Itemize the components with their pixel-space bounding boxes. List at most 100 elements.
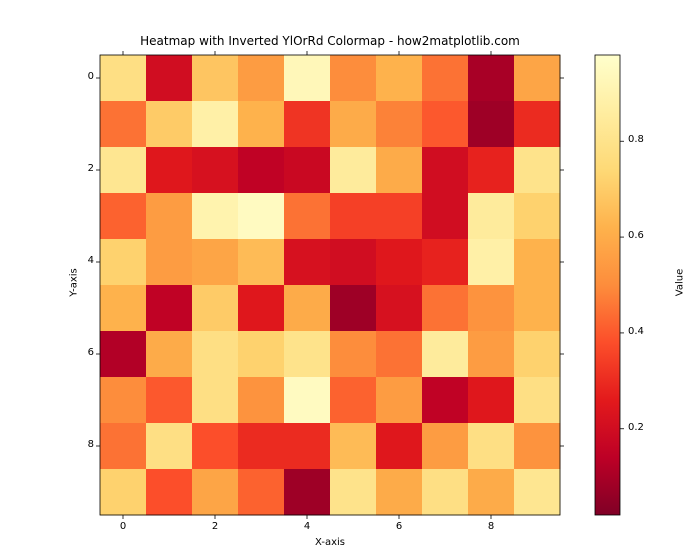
heatmap-cell [468,239,515,286]
heatmap-cell [192,55,239,102]
x-tick-label: 8 [476,521,506,532]
heatmap-cell [514,147,561,194]
heatmap-cell [100,239,147,286]
heatmap-cell [100,285,147,332]
heatmap-cell [192,423,239,470]
heatmap-cell [376,55,423,102]
x-tick-label: 0 [108,521,138,532]
heatmap-cell [192,377,239,424]
colorbar-tick-label: 0.2 [628,422,644,433]
heatmap-cell [238,239,285,286]
heatmap-cell [376,331,423,378]
heatmap-cell [330,55,377,102]
heatmap-cell [422,147,469,194]
heatmap-cell [330,423,377,470]
heatmap-cell [422,285,469,332]
heatmap-cell [100,423,147,470]
heatmap-cell [422,423,469,470]
heatmap-cell [514,239,561,286]
heatmap-cell [284,101,331,148]
heatmap-cell [514,377,561,424]
heatmap-cell [192,193,239,240]
heatmap-cell [284,331,331,378]
heatmap-cell [192,469,239,516]
x-tick-label: 2 [200,521,230,532]
heatmap-cell [376,101,423,148]
heatmap-cell [468,193,515,240]
colorbar-tick-label: 0.4 [628,326,644,337]
heatmap-cell [238,377,285,424]
heatmap-cell [376,239,423,286]
heatmap-cell [192,239,239,286]
heatmap-cell [284,193,331,240]
x-axis-label: X-axis [100,537,560,548]
heatmap-cell [238,423,285,470]
heatmap-cell [238,55,285,102]
heatmap-cell [514,331,561,378]
heatmap-cell [468,147,515,194]
heatmap-cell [376,193,423,240]
heatmap-cell [100,377,147,424]
heatmap-cell [146,147,193,194]
heatmap-cell [330,239,377,286]
heatmap-cell [376,469,423,516]
heatmap-cell [192,285,239,332]
heatmap-cell [376,285,423,332]
x-tick-label: 6 [384,521,414,532]
heatmap-cell [146,285,193,332]
heatmap-cell [238,193,285,240]
heatmap-cell [422,331,469,378]
heatmap-cell [330,469,377,516]
heatmap-cell [238,147,285,194]
x-tick-label: 4 [292,521,322,532]
heatmap-cell [468,377,515,424]
heatmap-cell [514,193,561,240]
heatmap-cell [146,331,193,378]
heatmap-cell [376,423,423,470]
heatmap-cell [146,193,193,240]
heatmap-cell [284,285,331,332]
heatmap-cell [330,193,377,240]
heatmap-cell [330,377,377,424]
heatmap-plot [90,45,570,525]
colorbar-gradient [595,55,620,515]
heatmap-cell [146,239,193,286]
heatmap-cell [100,331,147,378]
heatmap-cell [422,469,469,516]
heatmap-cell [422,193,469,240]
heatmap-cell [146,469,193,516]
heatmap-cell [238,331,285,378]
y-tick-label: 0 [76,71,94,82]
heatmap-cell [238,101,285,148]
heatmap-cell [468,285,515,332]
heatmap-cell [468,423,515,470]
heatmap-cell [146,55,193,102]
heatmap-cell [284,147,331,194]
heatmap-cell [422,377,469,424]
heatmap-cell [330,147,377,194]
heatmap-cell [468,55,515,102]
heatmap-cell [422,55,469,102]
heatmap-cell [376,147,423,194]
y-tick-label: 4 [76,255,94,266]
heatmap-cell [468,101,515,148]
heatmap-cell [284,377,331,424]
heatmap-cell [468,469,515,516]
heatmap-cell [284,469,331,516]
heatmap-cell [330,285,377,332]
y-tick-label: 6 [76,347,94,358]
heatmap-cell [100,469,147,516]
heatmap-cell [192,101,239,148]
heatmap-cell [514,469,561,516]
colorbar-label: Value [675,243,686,323]
figure: Heatmap with Inverted YlOrRd Colormap - … [0,0,700,560]
heatmap-cell [514,423,561,470]
heatmap-cell [100,101,147,148]
y-tick-label: 2 [76,163,94,174]
heatmap-cell [330,331,377,378]
heatmap-cell [146,101,193,148]
colorbar-tick-label: 0.8 [628,134,644,145]
heatmap-cell [284,55,331,102]
heatmap-cell [238,469,285,516]
heatmap-cell [100,147,147,194]
